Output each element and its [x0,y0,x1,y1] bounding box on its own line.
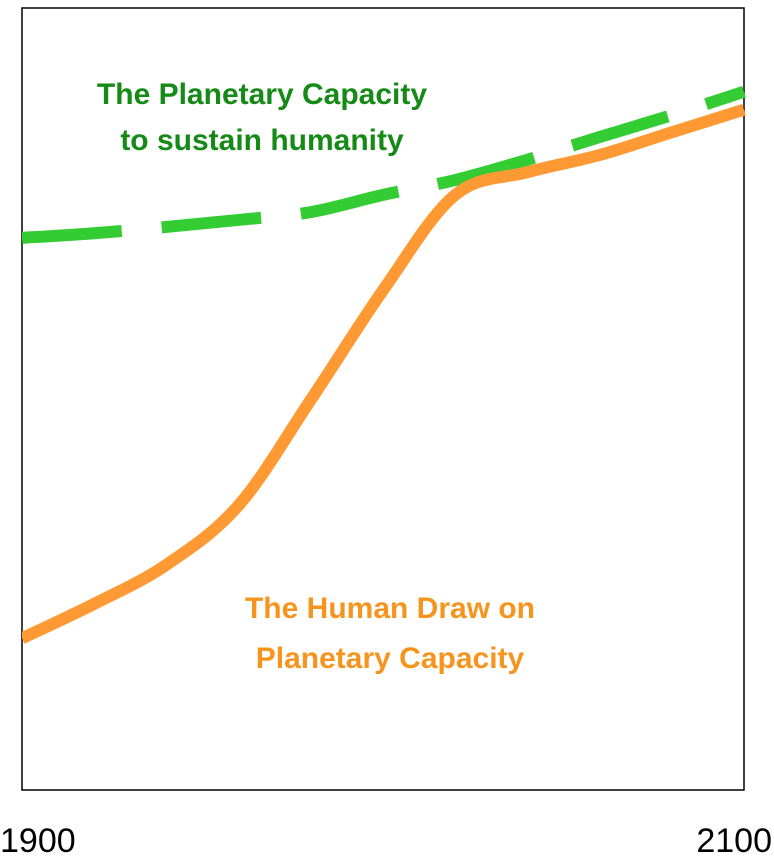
annotation: The Human Draw on [245,592,535,625]
annotation: to sustain humanity [120,124,404,157]
series-line [22,85,746,244]
annotation: The Planetary Capacity [97,78,427,111]
annotation: Planetary Capacity [256,642,525,675]
series-line [22,103,746,644]
plot-frame [21,7,745,791]
x-tick-label: 1900 [0,822,76,860]
x-tick-label: 2100 [696,822,772,860]
